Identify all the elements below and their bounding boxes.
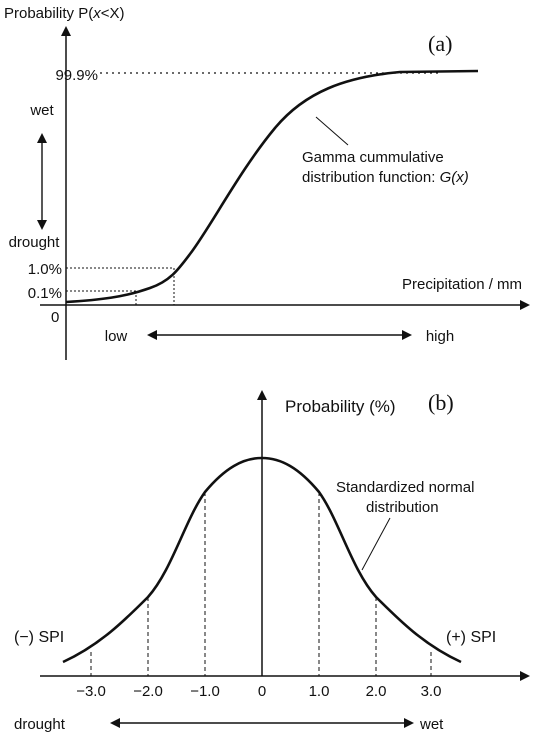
- x-tick-neg1: −1.0: [190, 683, 220, 700]
- normal-curve-leader: [361, 517, 391, 571]
- x-tick-pos3: 3.0: [421, 683, 442, 700]
- panel-a-x-axis-title: Precipitation / mm: [402, 276, 522, 293]
- wet-label-a: wet: [29, 102, 54, 119]
- panel-a: Probability P(x<X) (a) Precipitation / m…: [4, 5, 530, 360]
- x-tick-pos1: 1.0: [309, 683, 330, 700]
- normal-curve-label-line2: distribution: [366, 499, 439, 516]
- x-tick-zero: 0: [258, 683, 266, 700]
- gamma-curve-leader: [315, 116, 349, 146]
- gamma-cdf-curve: [65, 69, 479, 304]
- pos-spi-label: (+) SPI: [446, 629, 496, 646]
- panel-b: Probability (%) (b) Standardized normal …: [14, 390, 530, 733]
- gamma-curve-label-line1: Gamma cummulative: [302, 149, 444, 166]
- normal-curve-label-line1: Standardized normal: [336, 479, 474, 496]
- drought-label-a: drought: [9, 234, 61, 251]
- x-tick-neg3: −3.0: [76, 683, 106, 700]
- tick-label-zero: 0: [51, 309, 59, 326]
- low-label: low: [105, 328, 128, 345]
- panel-a-label: (a): [428, 31, 452, 56]
- tick-label-0-1: 0.1%: [28, 285, 62, 302]
- high-label: high: [426, 328, 454, 345]
- neg-spi-label: (−) SPI: [14, 629, 64, 646]
- tick-label-1-0: 1.0%: [28, 261, 62, 278]
- panel-b-y-axis-title: Probability (%): [285, 397, 396, 416]
- panel-a-y-axis-title: Probability P(x<X): [4, 5, 124, 22]
- gamma-curve-label-line2: distribution function: G(x): [302, 169, 469, 186]
- x-tick-pos2: 2.0: [366, 683, 387, 700]
- wet-label-b: wet: [419, 716, 444, 733]
- panel-b-label: (b): [428, 390, 454, 415]
- x-tick-neg2: −2.0: [133, 683, 163, 700]
- tick-label-99-9: 99.9%: [55, 67, 98, 84]
- drought-label-b: drought: [14, 716, 66, 733]
